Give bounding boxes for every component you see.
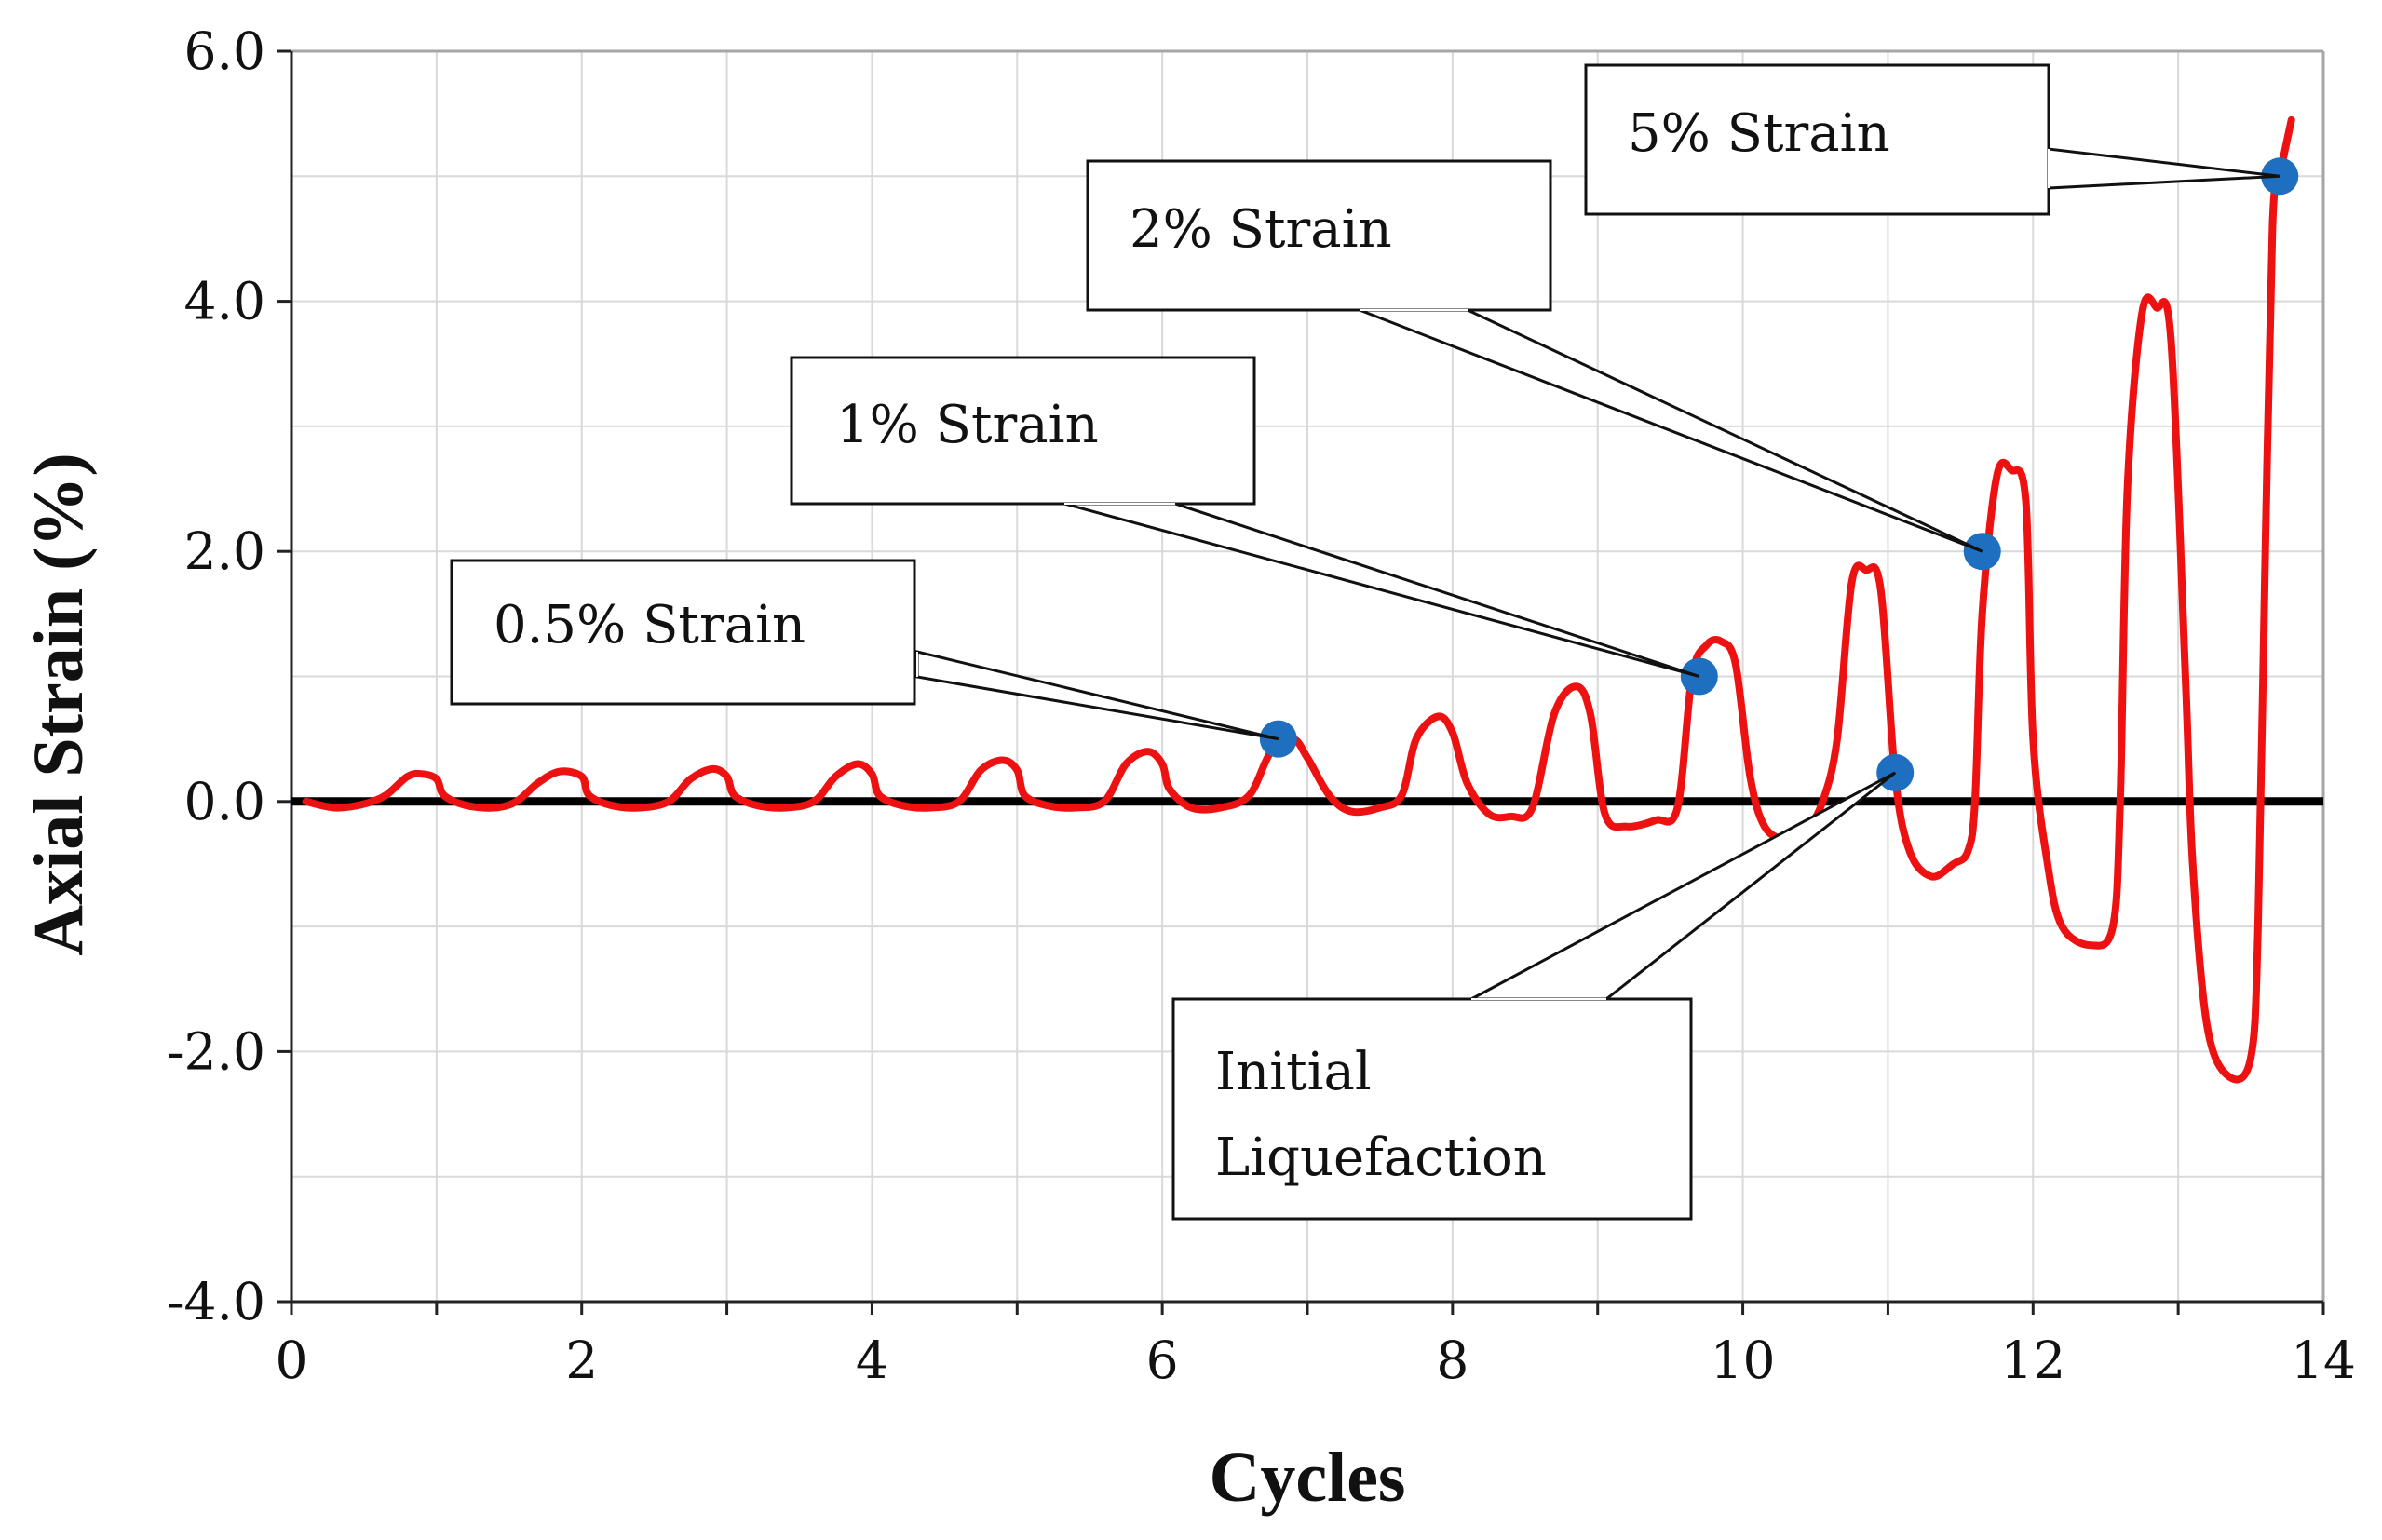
y-tick-label: -4.0 [167,1272,265,1331]
y-axis-title: Axial Strain (%) [20,453,98,955]
x-tick-label: 0 [276,1331,308,1390]
callout-label: 1% Strain [836,395,1099,455]
callout-leader [915,650,1279,741]
callout-label: Liquefaction [1215,1128,1547,1188]
tick-labels: 0 2 4 6 8 10 12 14 -4.0 -2.0 0.0 2.0 4.0 6.0 [167,21,2356,1390]
series-layer [291,115,2323,1084]
callout-label: 0.5% Strain [494,595,805,655]
callouts-layer: 0.5% Strain 1% Strain 2% Strain 5% Strain In… [450,63,2280,1221]
callout-box [790,356,1256,506]
callout-box [1584,63,2050,216]
y-tick-label: 4.0 [184,272,265,331]
x-tick-label: 8 [1436,1331,1468,1390]
x-axis-title: Cycles [1209,1439,1405,1517]
callout-box [1171,997,1693,1221]
callout-label: Initial [1215,1042,1372,1102]
x-tick-label: 10 [1711,1331,1776,1390]
y-tick-label: 2.0 [184,521,265,581]
x-tick-label: 12 [2000,1331,2065,1390]
y-tick-label: 6.0 [184,21,265,81]
y-tick-label: -2.0 [167,1021,265,1081]
callout-leader [1063,502,1700,678]
x-tick-label: 6 [1146,1331,1179,1390]
callout-box [450,559,916,706]
callout-label: 5% Strain [1628,103,1890,164]
axial-strain-line [302,115,2295,1084]
callout-box [1086,159,1552,312]
x-tick-label: 14 [2291,1331,2356,1390]
y-tick-label: 0.0 [184,772,265,831]
x-tick-label: 4 [856,1331,888,1390]
callout-label: 2% Strain [1130,199,1392,260]
callout-leader [2047,147,2280,190]
x-tick-label: 2 [565,1331,598,1390]
